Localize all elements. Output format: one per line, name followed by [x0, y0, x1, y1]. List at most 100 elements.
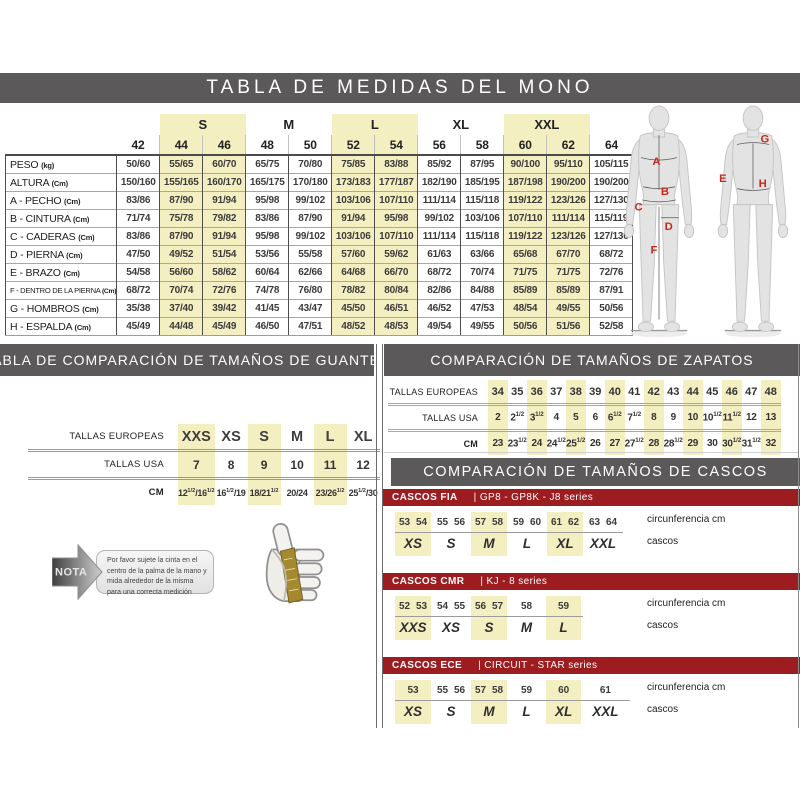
measurement-value-cell: 68/72 — [589, 245, 634, 264]
measurement-value-cell: 70/80 — [288, 154, 332, 174]
comparison-row: CM 121/2/161/2 161/2/19 18/211/2 20/24 23/261… — [28, 478, 380, 505]
circumference-values: 56 57 — [472, 597, 506, 616]
size-number-cell: 46 — [202, 135, 246, 156]
measurement-row-label: PESO (kg) — [4, 154, 117, 174]
helmet-size-group: 55 56 S — [433, 512, 469, 556]
value-cell: 101/2 — [702, 404, 722, 432]
measurement-unit: (Cm) — [66, 250, 83, 260]
circumference-value: 54 — [436, 601, 449, 612]
measurement-value-cell: 47/50 — [116, 245, 160, 264]
measure-letter-H: H — [759, 178, 767, 190]
circumference-value: 53 — [415, 601, 428, 612]
circumference-value: 53 — [398, 517, 411, 528]
measurement-value-cell: 87/91 — [589, 281, 634, 300]
thumbs-up-measure-illustration — [265, 522, 325, 604]
measurement-value-cell: 160/170 — [202, 173, 246, 192]
helmet-section: CASCOS FIA | GP8 - GP8K - J8 series 53 54 XS… — [383, 489, 800, 556]
measurement-value-cell: 173/183 — [331, 173, 375, 192]
helmet-groups: 52 53 XXS 54 55 XS 56 57 S 58 M 59 L — [395, 596, 627, 640]
circumference-value: 56 — [453, 685, 466, 696]
measurement-unit: (Cm) — [63, 268, 80, 278]
measurement-value-cell: 45/49 — [202, 317, 246, 336]
helmet-row-labels: circunferencia cm cascos — [647, 512, 725, 556]
helmet-size-group: 57 58 M — [471, 512, 507, 556]
measurement-value-cell: 46/51 — [374, 299, 418, 318]
measurement-unit: (Cm) — [74, 322, 91, 332]
circumference-row-label: circunferencia cm — [647, 682, 726, 693]
helmet-size-label: L — [522, 536, 532, 551]
measure-letter-A: A — [652, 156, 660, 168]
measurement-value-cell: 107/110 — [503, 209, 547, 228]
measurement-value-cell: 60/64 — [245, 263, 289, 282]
helmet-size-group: 56 57 S — [471, 596, 507, 640]
measurement-row: D - PIERNA (Cm) 47/50 49/52 51/54 53/56 55/58… — [4, 245, 634, 264]
measurement-value-cell: 177/187 — [374, 173, 418, 192]
measurement-value-cell: 60/70 — [202, 154, 246, 174]
front-silhouette — [623, 105, 695, 333]
circumference-value: 63 — [588, 517, 601, 528]
helmet-size-label: L — [559, 620, 568, 635]
measurement-row: PESO (kg) 50/60 55/65 60/70 65/75 70/80 75/85 8… — [4, 154, 634, 174]
value-cell: 44 — [683, 380, 703, 406]
measurement-value-cell: 62/66 — [288, 263, 332, 282]
value-cell: 24 — [527, 430, 547, 455]
shoes-section-title: COMPARACIÓN DE TAMAÑOS DE ZAPATOS — [384, 344, 800, 376]
measurement-name: E - BRAZO — [10, 266, 64, 279]
measurement-value-cell: 123/126 — [546, 191, 590, 210]
size-number-cell: 44 — [159, 135, 203, 156]
circumference-values: 52 53 — [396, 597, 430, 616]
circumference-values: 59 — [555, 597, 572, 616]
measurement-value-cell: 46/52 — [417, 299, 461, 318]
measurement-value-cell: 99/102 — [288, 227, 332, 246]
measurement-value-cell: 71/75 — [546, 263, 590, 282]
helmet-size-label: XS — [403, 536, 422, 551]
measurement-value-cell: 49/54 — [417, 317, 461, 336]
circumference-value: 60 — [529, 517, 542, 528]
measurement-value-cell: 115/118 — [460, 191, 504, 210]
circumference-value: 52 — [398, 601, 411, 612]
value-cell: 281/2 — [663, 437, 683, 450]
measurement-value-cell: 95/98 — [245, 227, 289, 246]
measurement-value-cell: 84/88 — [460, 281, 504, 300]
size-group-header: S — [159, 114, 246, 135]
helmet-groups: 53 XS 55 56 S 57 58 M 59 L 60 XL 61 XXL — [395, 680, 630, 724]
measurement-unit: (Cm) — [72, 214, 90, 224]
measurement-value-cell: 37/40 — [159, 299, 203, 318]
helmet-series-banner: CASCOS CMR | KJ - 8 series — [383, 573, 800, 590]
value-cell: 26 — [589, 438, 601, 449]
circumference-value: 59 — [512, 517, 525, 528]
measurement-unit: (Cm) — [82, 304, 99, 314]
arrow-shape — [52, 543, 103, 601]
helmet-size-group: 63 64 XXL — [585, 512, 621, 556]
measurement-unit: (Cm) — [64, 196, 81, 206]
measurement-value-cell: 48/53 — [374, 317, 418, 336]
measurement-value-cell: 87/90 — [288, 209, 332, 228]
helmet-size-group: 57 58 M — [471, 680, 508, 724]
measurement-value-cell: 57/60 — [331, 245, 375, 264]
helmet-size-label: XS — [441, 620, 460, 635]
measurement-value-cell: 55/65 — [159, 154, 203, 174]
measurement-value-cell: 103/106 — [331, 191, 375, 210]
measurement-value-cell: 50/56 — [589, 299, 634, 318]
measurement-row: H - ESPALDA (Cm) 45/49 44/48 45/49 46/50 47/5… — [4, 317, 634, 336]
value-cell: 23/261/2 — [313, 478, 347, 505]
size-number-cell: 60 — [503, 135, 547, 156]
value-cell: 121/2/161/2 — [178, 478, 215, 505]
value-cell: 7 — [178, 450, 215, 480]
value-cell: 39 — [585, 380, 605, 406]
circumference-value: 60 — [558, 685, 570, 696]
divider-line — [395, 616, 583, 617]
size-number-cell: 64 — [589, 135, 633, 156]
circumference-value: 55 — [436, 685, 449, 696]
measurement-value-cell: 95/98 — [245, 191, 289, 210]
helmets-row-label: cascos — [647, 704, 679, 715]
tape-marks — [283, 557, 299, 592]
measure-letter-E: E — [719, 173, 727, 185]
measurement-value-cell: 91/94 — [202, 227, 246, 246]
size-group-header — [117, 114, 160, 135]
measurement-unit: (Cm) — [101, 288, 117, 295]
row-label: TALLAS EUROPEAS — [28, 424, 178, 452]
circumference-values: 55 56 — [434, 681, 468, 700]
value-cell: M — [280, 424, 314, 452]
front-measurement-lines — [641, 135, 679, 320]
